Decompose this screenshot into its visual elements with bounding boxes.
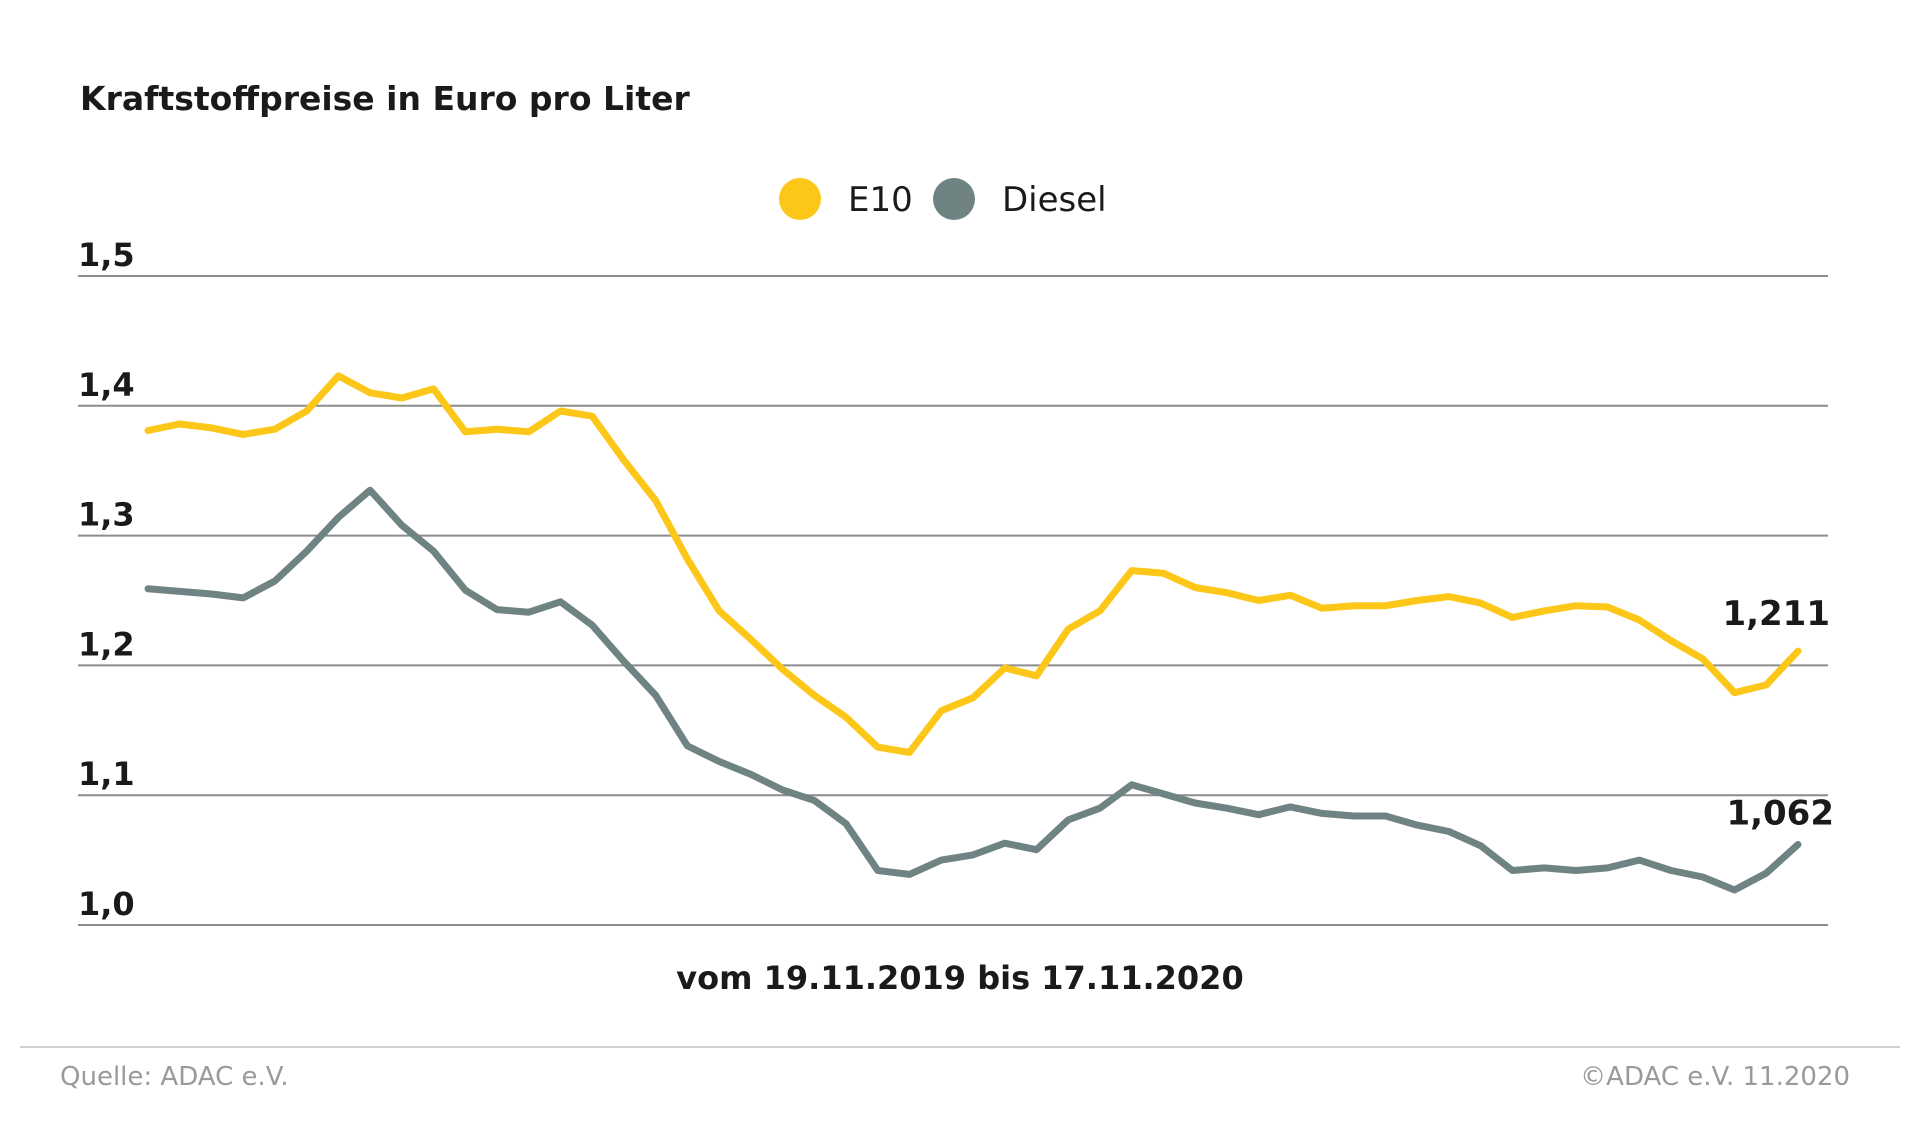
series-line-diesel	[144, 486, 1802, 894]
legend: E10 Diesel	[779, 178, 1107, 220]
grid-lines	[78, 275, 1828, 926]
date-range-label: vom 19.11.2019 bis 17.11.2020	[676, 959, 1243, 997]
legend-e10-marker	[779, 178, 821, 220]
diesel-end-value-label: 1,062	[1726, 794, 1834, 834]
e10-end-value-label: 1,211	[1722, 594, 1830, 634]
y-axis-ticks: 1,0 1,1 1,2 1,3 1,4 1,5	[78, 236, 135, 923]
legend-e10-label: E10	[848, 180, 913, 220]
y-tick-label: 1,0	[78, 885, 135, 923]
y-tick-label: 1,5	[78, 236, 135, 274]
legend-diesel-marker	[933, 178, 975, 220]
chart-title: Kraftstoffpreise in Euro pro Liter	[80, 79, 690, 118]
y-tick-label: 1,1	[78, 755, 135, 793]
series-line-e10	[144, 372, 1802, 756]
source-label: Quelle: ADAC e.V.	[60, 1062, 288, 1092]
legend-diesel-label: Diesel	[1002, 180, 1107, 220]
y-tick-label: 1,4	[78, 366, 135, 404]
copyright-label: ©ADAC e.V. 11.2020	[1580, 1062, 1850, 1092]
series-lines	[144, 372, 1802, 894]
y-tick-label: 1,3	[78, 496, 135, 534]
y-tick-label: 1,2	[78, 625, 135, 663]
